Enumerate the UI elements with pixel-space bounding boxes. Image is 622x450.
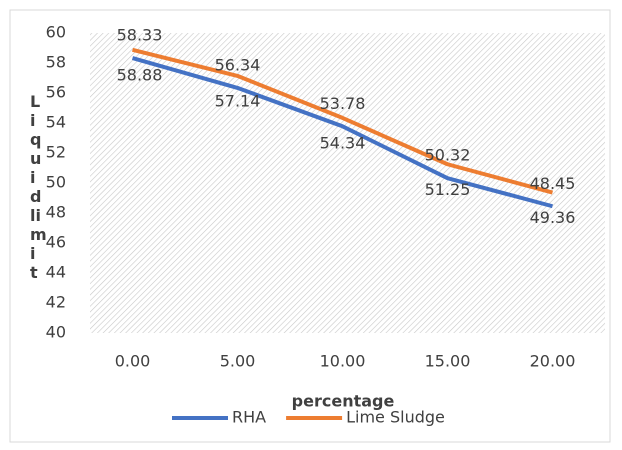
- x-tick-label: 0.00: [115, 352, 151, 371]
- y-tick-label: 46: [46, 233, 66, 252]
- x-tick-label: 10.00: [320, 352, 366, 371]
- series-line: [131, 56, 554, 209]
- x-axis-label: percentage: [292, 392, 395, 411]
- y-tick-label: 50: [46, 173, 66, 192]
- data-label: 53.78: [320, 94, 366, 113]
- x-tick-label: 5.00: [220, 352, 256, 371]
- y-tick-label: 42: [46, 293, 66, 312]
- y-tick-label: 56: [46, 83, 66, 102]
- y-tick-label: 44: [46, 263, 66, 282]
- y-tick-label: 58: [46, 53, 66, 72]
- data-label: 50.32: [425, 146, 471, 165]
- data-label: 51.25: [425, 180, 471, 199]
- legend-label: RHA: [232, 408, 266, 427]
- data-label: 54.34: [320, 133, 366, 152]
- x-tick-label: 20.00: [530, 352, 576, 371]
- data-label: 58.88: [117, 65, 163, 84]
- legend-label: Lime Sludge: [346, 408, 445, 427]
- data-label: 57.14: [215, 91, 261, 110]
- y-tick-label: 60: [46, 23, 66, 42]
- data-label: 48.45: [530, 174, 576, 193]
- data-label: 56.34: [215, 55, 261, 74]
- plot-area: [90, 33, 605, 333]
- x-tick-label: 15.00: [425, 352, 471, 371]
- y-tick-label: 48: [46, 203, 66, 222]
- y-tick-label: 54: [46, 113, 66, 132]
- series-line: [132, 47, 554, 195]
- data-label: 49.36: [530, 208, 576, 227]
- y-tick-label: 52: [46, 143, 66, 162]
- y-tick-label: 40: [46, 323, 66, 342]
- y-axis-label: Liquid limit: [30, 92, 47, 282]
- data-label: 58.33: [117, 26, 163, 45]
